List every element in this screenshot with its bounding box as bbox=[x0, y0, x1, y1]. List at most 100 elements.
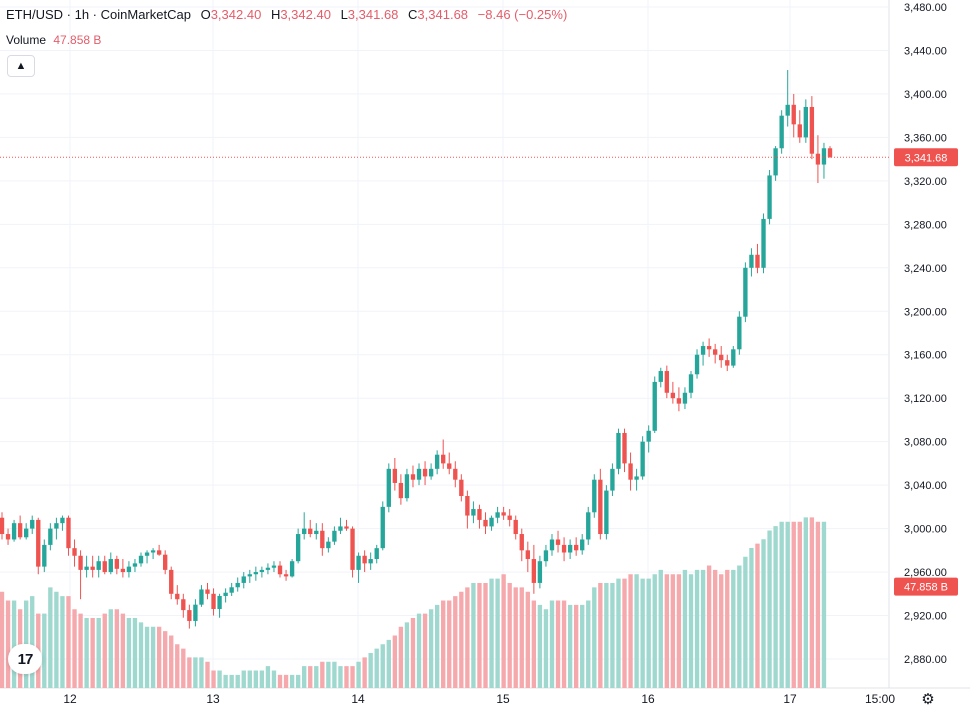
candle-body bbox=[108, 559, 113, 573]
volume-bar bbox=[338, 666, 343, 688]
axis-tags: 3,341.68 47.858 B bbox=[894, 148, 958, 596]
volume-bar bbox=[477, 583, 482, 688]
volume-bar bbox=[549, 600, 555, 688]
candle-body bbox=[616, 432, 621, 469]
volume-bar bbox=[821, 521, 827, 688]
candle-body bbox=[531, 559, 537, 583]
candle-body bbox=[66, 517, 71, 549]
volume-bar bbox=[537, 604, 543, 688]
volume-bar bbox=[628, 574, 633, 688]
close-value: 3,341.68 bbox=[417, 7, 469, 22]
candle-body bbox=[761, 218, 766, 268]
y-tick-label: 3,280.00 bbox=[904, 219, 947, 231]
candle-body bbox=[23, 528, 29, 538]
volume-bar bbox=[138, 622, 144, 688]
volume-bar bbox=[289, 674, 295, 688]
high-value: 3,342.40 bbox=[280, 7, 331, 22]
time-axis: 12 13 14 15 16 17 15:00 bbox=[63, 692, 895, 706]
candle-body bbox=[302, 528, 307, 535]
volume-bar bbox=[114, 609, 120, 688]
volume-bar bbox=[223, 674, 228, 688]
volume-bar bbox=[410, 618, 416, 688]
volume-bar bbox=[181, 648, 186, 688]
volume-bar bbox=[96, 618, 101, 688]
volume-bar bbox=[555, 600, 561, 688]
candle-series bbox=[0, 70, 833, 629]
volume-bar bbox=[90, 618, 95, 688]
candle-body bbox=[181, 599, 186, 611]
change-value: −8.46 (−0.25%) bbox=[477, 7, 568, 22]
volume-bar bbox=[326, 661, 331, 688]
candle-body bbox=[465, 496, 470, 516]
volume-bar bbox=[543, 609, 549, 688]
candle-body bbox=[138, 555, 144, 564]
y-tick-label: 3,080.00 bbox=[904, 437, 947, 449]
symbol-title[interactable]: ETH/USD · 1h · CoinMarketCap bbox=[6, 7, 191, 22]
y-tick-label: 3,160.00 bbox=[904, 350, 947, 362]
volume-bar bbox=[737, 565, 742, 688]
volume-label: Volume bbox=[6, 33, 47, 47]
volume-bar bbox=[694, 569, 700, 688]
candle-body bbox=[573, 544, 579, 551]
candle-body bbox=[719, 354, 724, 361]
candle-body bbox=[549, 539, 555, 551]
candle-body bbox=[17, 523, 23, 538]
volume-bar bbox=[459, 591, 464, 688]
volume-bar bbox=[0, 591, 5, 688]
y-tick-label: 3,000.00 bbox=[904, 524, 947, 536]
volume-bar bbox=[404, 622, 410, 688]
volume-bar bbox=[132, 618, 138, 688]
candle-body bbox=[277, 565, 283, 575]
candle-body bbox=[60, 517, 65, 524]
candle-body bbox=[362, 555, 367, 564]
candle-body bbox=[326, 541, 331, 549]
volume-bar bbox=[302, 666, 307, 688]
volume-bar bbox=[561, 600, 567, 688]
candle-body bbox=[598, 479, 603, 535]
volume-bar bbox=[749, 548, 754, 688]
candle-body bbox=[797, 124, 802, 138]
volume-bar bbox=[706, 565, 712, 688]
volume-bar bbox=[84, 618, 89, 688]
candle-body bbox=[688, 374, 694, 393]
candle-body bbox=[410, 474, 416, 480]
volume-bar bbox=[102, 613, 107, 688]
candle-body bbox=[555, 539, 561, 545]
volume-bar bbox=[622, 578, 627, 688]
y-tick-label: 3,120.00 bbox=[904, 393, 947, 405]
volume-bar bbox=[229, 674, 234, 688]
volume-bar bbox=[30, 596, 35, 688]
candle-body bbox=[404, 474, 410, 499]
y-tick-label: 2,920.00 bbox=[904, 611, 947, 623]
volume-bar bbox=[314, 666, 319, 688]
volume-bar bbox=[616, 578, 621, 688]
candle-body bbox=[114, 559, 120, 569]
tradingview-logo[interactable]: 17 bbox=[8, 644, 42, 674]
candle-body bbox=[646, 430, 651, 442]
volume-bar bbox=[797, 521, 802, 688]
candle-body bbox=[779, 115, 784, 149]
candle-body bbox=[398, 482, 404, 499]
candle-body bbox=[380, 506, 385, 549]
settings-icon[interactable]: ⚙ bbox=[921, 691, 935, 708]
candle-body bbox=[712, 349, 718, 355]
volume-bar bbox=[441, 600, 446, 688]
volume-bar bbox=[507, 583, 512, 688]
volume-bar bbox=[54, 591, 59, 688]
volume-bar bbox=[277, 674, 283, 688]
volume-bar bbox=[5, 600, 11, 688]
collapse-legend-button[interactable]: ▲ bbox=[7, 55, 35, 77]
candle-body bbox=[247, 574, 252, 577]
candle-body bbox=[525, 550, 530, 560]
candle-body bbox=[422, 468, 428, 477]
volume-bar bbox=[773, 526, 778, 688]
y-tick-label: 3,480.00 bbox=[904, 2, 947, 14]
volume-bar bbox=[422, 613, 428, 688]
last-price-tag bbox=[894, 148, 958, 167]
volume-bar bbox=[700, 569, 706, 688]
volume-bar bbox=[688, 574, 694, 688]
candle-body bbox=[163, 554, 168, 570]
volume-bar bbox=[586, 600, 591, 688]
candle-body bbox=[205, 589, 210, 594]
